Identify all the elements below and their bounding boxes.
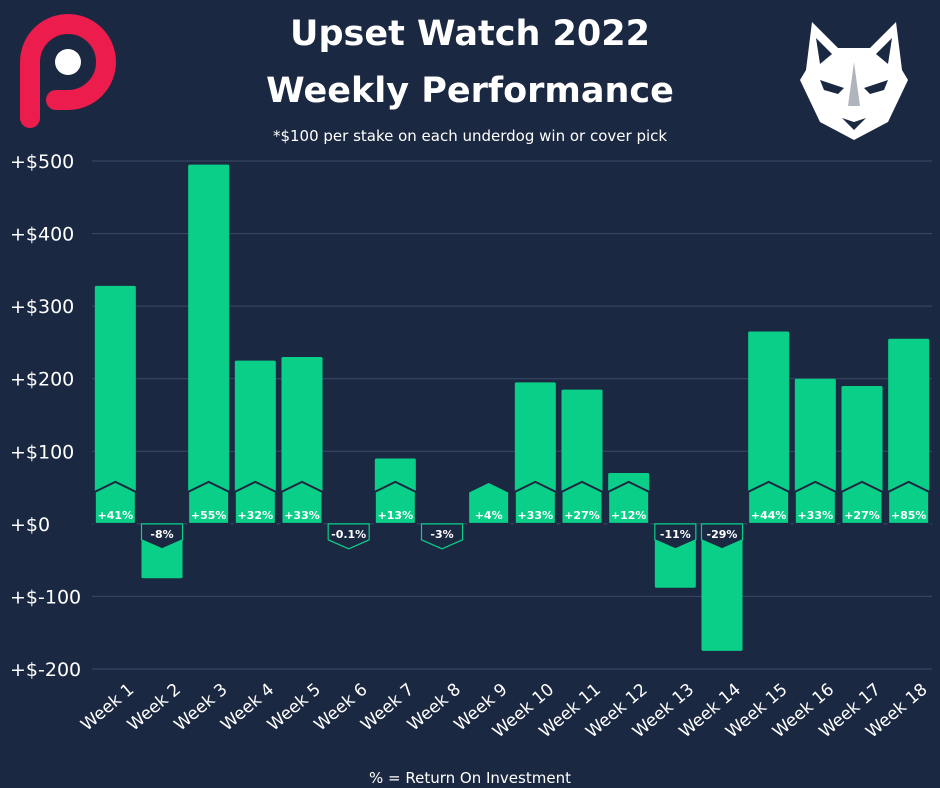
- roi-badge: [840, 480, 884, 525]
- roi-label: +13%: [378, 509, 414, 522]
- y-tick-label: +$200: [10, 369, 74, 391]
- y-tick-label: +$300: [10, 296, 74, 318]
- roi-badge: [700, 523, 744, 550]
- p-logo-icon: [20, 14, 116, 134]
- roi-label: +41%: [98, 509, 134, 522]
- roi-label: +33%: [518, 509, 554, 522]
- roi-label: +44%: [751, 509, 787, 522]
- y-tick-label: +$0: [10, 514, 50, 536]
- roi-badge: [793, 480, 837, 525]
- roi-label: +85%: [891, 509, 927, 522]
- roi-badge: [93, 480, 137, 525]
- bar: [234, 360, 276, 524]
- roi-label: +27%: [564, 509, 600, 522]
- y-tick-label: +$-100: [10, 586, 81, 608]
- bar: [748, 331, 790, 524]
- roi-badge: [513, 480, 557, 525]
- roi-footnote: % = Return On Investment: [369, 769, 571, 787]
- roi-label: +33%: [798, 509, 834, 522]
- bar: [888, 338, 930, 524]
- roi-label: +4%: [475, 509, 503, 522]
- roi-label: +55%: [191, 509, 227, 522]
- y-tick-label: +$400: [10, 224, 74, 246]
- roi-badge: [187, 480, 231, 525]
- chart-subtitle: *$100 per stake on each underdog win or …: [272, 127, 668, 145]
- roi-badge: [607, 480, 651, 525]
- roi-label: +33%: [284, 509, 320, 522]
- roi-label: -29%: [707, 528, 738, 541]
- bar: [281, 356, 323, 524]
- wolf-logo-icon: [798, 18, 910, 148]
- roi-badge: [373, 480, 417, 525]
- roi-badge: [467, 480, 511, 525]
- roi-label: -11%: [660, 528, 691, 541]
- roi-badge: [140, 523, 184, 550]
- chart-title-line-1: Upset Watch 2022: [290, 14, 650, 54]
- roi-badge: [747, 480, 791, 525]
- roi-badge: [327, 523, 370, 550]
- roi-badge: [233, 480, 277, 525]
- roi-badge: [280, 480, 324, 525]
- roi-label: +27%: [844, 509, 880, 522]
- roi-label: -8%: [150, 528, 173, 541]
- roi-label: +12%: [611, 509, 647, 522]
- y-tick-label: +$100: [10, 441, 74, 463]
- roi-label: +32%: [238, 509, 274, 522]
- bar: [188, 164, 230, 524]
- roi-badge: [560, 480, 604, 525]
- roi-label: -3%: [430, 528, 453, 541]
- roi-badge: [654, 523, 697, 550]
- roi-label: -0.1%: [331, 528, 366, 541]
- bar: [94, 285, 136, 524]
- y-tick-label: +$-200: [10, 659, 81, 681]
- roi-badge: [420, 523, 464, 550]
- roi-badge: [887, 480, 931, 525]
- bar: [701, 523, 743, 651]
- y-tick-label: +$500: [10, 151, 74, 173]
- chart-title-line-2: Weekly Performance: [266, 71, 674, 111]
